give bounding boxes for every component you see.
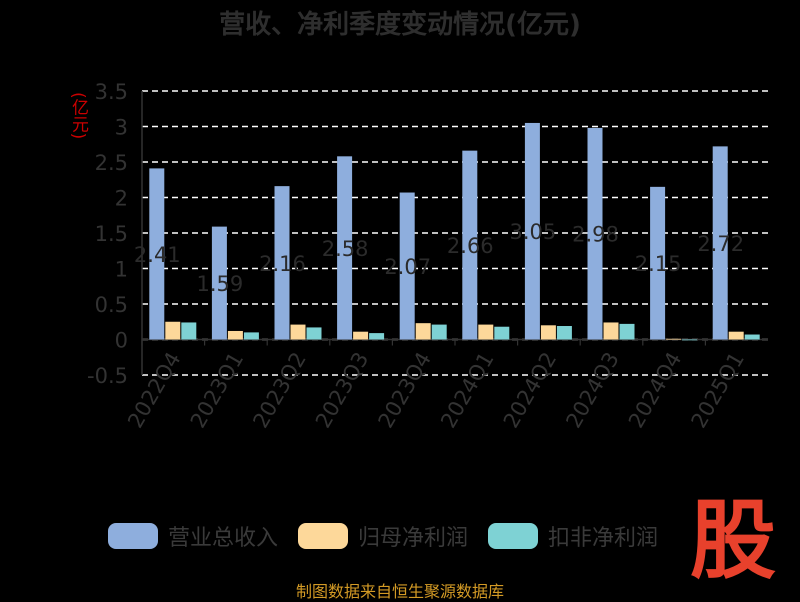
data-label: 2.41 bbox=[134, 243, 181, 267]
brand-logo: 股 bbox=[690, 491, 776, 591]
legend-label-revenue: 营业总收入 bbox=[168, 526, 279, 551]
bar-net-profit bbox=[165, 321, 181, 340]
legend-swatch-revenue bbox=[108, 523, 158, 549]
bar-net-profit bbox=[290, 324, 306, 340]
bar-net-profit bbox=[478, 324, 494, 340]
legend-label-net-profit: 归母净利润 bbox=[358, 526, 469, 551]
bar-revenue bbox=[712, 146, 728, 340]
x-tick-label: 2024Q2 bbox=[499, 348, 561, 432]
x-tick-label: 2024Q3 bbox=[561, 348, 623, 432]
bar-deducted-profit bbox=[682, 339, 698, 341]
bar-revenue bbox=[211, 226, 227, 340]
data-label: 2.72 bbox=[697, 232, 744, 256]
x-tick-label: 2025Q1 bbox=[687, 348, 749, 432]
data-label: 2.98 bbox=[572, 223, 619, 247]
data-label: 1.59 bbox=[197, 272, 244, 296]
data-source-note: 制图数据来自恒生聚源数据库 bbox=[295, 582, 504, 601]
bar-net-profit bbox=[728, 331, 744, 340]
bar-revenue bbox=[524, 122, 540, 340]
data-label: 2.58 bbox=[322, 237, 369, 261]
x-tick-label: 2023Q4 bbox=[374, 348, 436, 432]
bar-net-profit bbox=[353, 331, 369, 340]
y-tick-label: 2.5 bbox=[95, 151, 128, 175]
data-label: 3.05 bbox=[510, 220, 557, 244]
y-tick-label: 1.5 bbox=[95, 222, 128, 246]
y-tick-label: 3 bbox=[115, 116, 128, 140]
data-label: 2.16 bbox=[259, 252, 306, 276]
y-tick-label: 0.5 bbox=[95, 293, 128, 317]
x-tick-label: 2023Q3 bbox=[311, 348, 373, 432]
y-tick-label: -0.5 bbox=[87, 364, 128, 388]
legend-label-deducted-profit: 扣非净利润 bbox=[548, 526, 659, 551]
bar-deducted-profit bbox=[494, 326, 510, 340]
y-tick-label: 3.5 bbox=[95, 80, 128, 104]
legend-swatch-net-profit bbox=[298, 523, 349, 549]
x-tick-label: 2022Q4 bbox=[123, 348, 185, 432]
bar-deducted-profit bbox=[556, 326, 572, 340]
legend-item-revenue[interactable]: 营业总收入 bbox=[108, 520, 278, 552]
bar-deducted-profit bbox=[306, 327, 322, 340]
bar-revenue bbox=[274, 186, 290, 340]
y-axis-unit-label: (亿元) bbox=[68, 92, 88, 140]
bar-net-profit bbox=[415, 323, 431, 340]
bar-net-profit bbox=[666, 338, 682, 340]
chart-title: 营收、净利季度变动情况(亿元) bbox=[219, 10, 581, 40]
x-tick-label: 2023Q1 bbox=[186, 348, 248, 432]
legend-swatch-deducted-profit bbox=[488, 523, 539, 549]
y-tick-label: 2 bbox=[115, 187, 128, 211]
y-tick-label: 0 bbox=[115, 329, 128, 353]
bar-revenue bbox=[462, 150, 478, 340]
legend-item-net-profit[interactable]: 归母净利润 bbox=[298, 520, 468, 552]
bar-revenue bbox=[399, 192, 415, 340]
bar-net-profit bbox=[540, 325, 556, 340]
bar-net-profit bbox=[227, 330, 243, 340]
data-label: 2.15 bbox=[635, 252, 682, 276]
bar-revenue bbox=[587, 127, 603, 340]
data-label: 2.66 bbox=[447, 234, 494, 258]
bar-deducted-profit bbox=[369, 333, 385, 340]
bar-deducted-profit bbox=[243, 332, 259, 340]
bar-deducted-profit bbox=[181, 322, 197, 340]
bar-revenue bbox=[650, 186, 666, 340]
bar-deducted-profit bbox=[431, 324, 447, 340]
x-tick-label: 2024Q1 bbox=[436, 348, 498, 432]
chart-legend: 营业总收入 归母净利润 扣非净利润 bbox=[108, 516, 708, 556]
bar-revenue bbox=[149, 168, 165, 340]
bar-deducted-profit bbox=[744, 334, 760, 340]
bar-revenue bbox=[337, 156, 353, 340]
x-tick-label: 2023Q2 bbox=[248, 348, 310, 432]
bar-net-profit bbox=[603, 322, 619, 340]
bar-deducted-profit bbox=[619, 323, 635, 340]
legend-item-deducted-profit[interactable]: 扣非净利润 bbox=[488, 520, 658, 552]
x-tick-label: 2024Q4 bbox=[624, 348, 686, 432]
data-label: 2.07 bbox=[384, 255, 431, 279]
y-tick-label: 1 bbox=[115, 258, 128, 282]
